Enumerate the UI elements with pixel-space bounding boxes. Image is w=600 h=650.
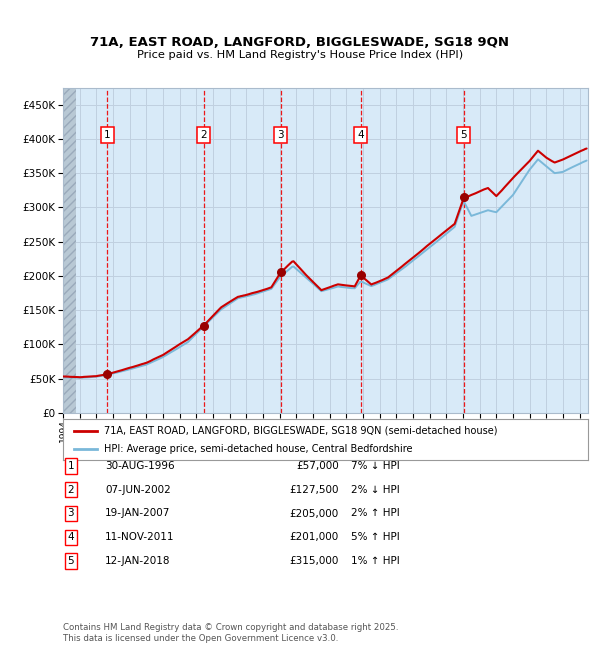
Text: £57,000: £57,000: [296, 461, 339, 471]
Text: 30-AUG-1996: 30-AUG-1996: [105, 461, 175, 471]
Text: 3: 3: [277, 130, 284, 140]
Text: 1: 1: [104, 130, 110, 140]
Text: 11-NOV-2011: 11-NOV-2011: [105, 532, 175, 542]
Text: 5% ↑ HPI: 5% ↑ HPI: [351, 532, 400, 542]
Text: 1: 1: [67, 461, 74, 471]
Text: 5: 5: [67, 556, 74, 566]
Text: £315,000: £315,000: [290, 556, 339, 566]
Text: 2: 2: [200, 130, 207, 140]
Text: 2% ↓ HPI: 2% ↓ HPI: [351, 485, 400, 495]
Text: Contains HM Land Registry data © Crown copyright and database right 2025.: Contains HM Land Registry data © Crown c…: [63, 623, 398, 632]
Text: 5: 5: [460, 130, 467, 140]
Text: 71A, EAST ROAD, LANGFORD, BIGGLESWADE, SG18 9QN: 71A, EAST ROAD, LANGFORD, BIGGLESWADE, S…: [91, 36, 509, 49]
Text: £201,000: £201,000: [290, 532, 339, 542]
Text: HPI: Average price, semi-detached house, Central Bedfordshire: HPI: Average price, semi-detached house,…: [104, 444, 412, 454]
Text: 12-JAN-2018: 12-JAN-2018: [105, 556, 170, 566]
Text: Price paid vs. HM Land Registry's House Price Index (HPI): Price paid vs. HM Land Registry's House …: [137, 50, 463, 60]
Text: 7% ↓ HPI: 7% ↓ HPI: [351, 461, 400, 471]
Text: £127,500: £127,500: [289, 485, 339, 495]
Text: 4: 4: [67, 532, 74, 542]
Text: 1% ↑ HPI: 1% ↑ HPI: [351, 556, 400, 566]
Text: 4: 4: [358, 130, 364, 140]
Text: 71A, EAST ROAD, LANGFORD, BIGGLESWADE, SG18 9QN (semi-detached house): 71A, EAST ROAD, LANGFORD, BIGGLESWADE, S…: [104, 426, 497, 436]
Text: This data is licensed under the Open Government Licence v3.0.: This data is licensed under the Open Gov…: [63, 634, 338, 643]
Text: 2% ↑ HPI: 2% ↑ HPI: [351, 508, 400, 519]
Text: 2: 2: [67, 485, 74, 495]
Text: 3: 3: [67, 508, 74, 519]
Text: 19-JAN-2007: 19-JAN-2007: [105, 508, 170, 519]
Text: 07-JUN-2002: 07-JUN-2002: [105, 485, 171, 495]
Text: £205,000: £205,000: [290, 508, 339, 519]
